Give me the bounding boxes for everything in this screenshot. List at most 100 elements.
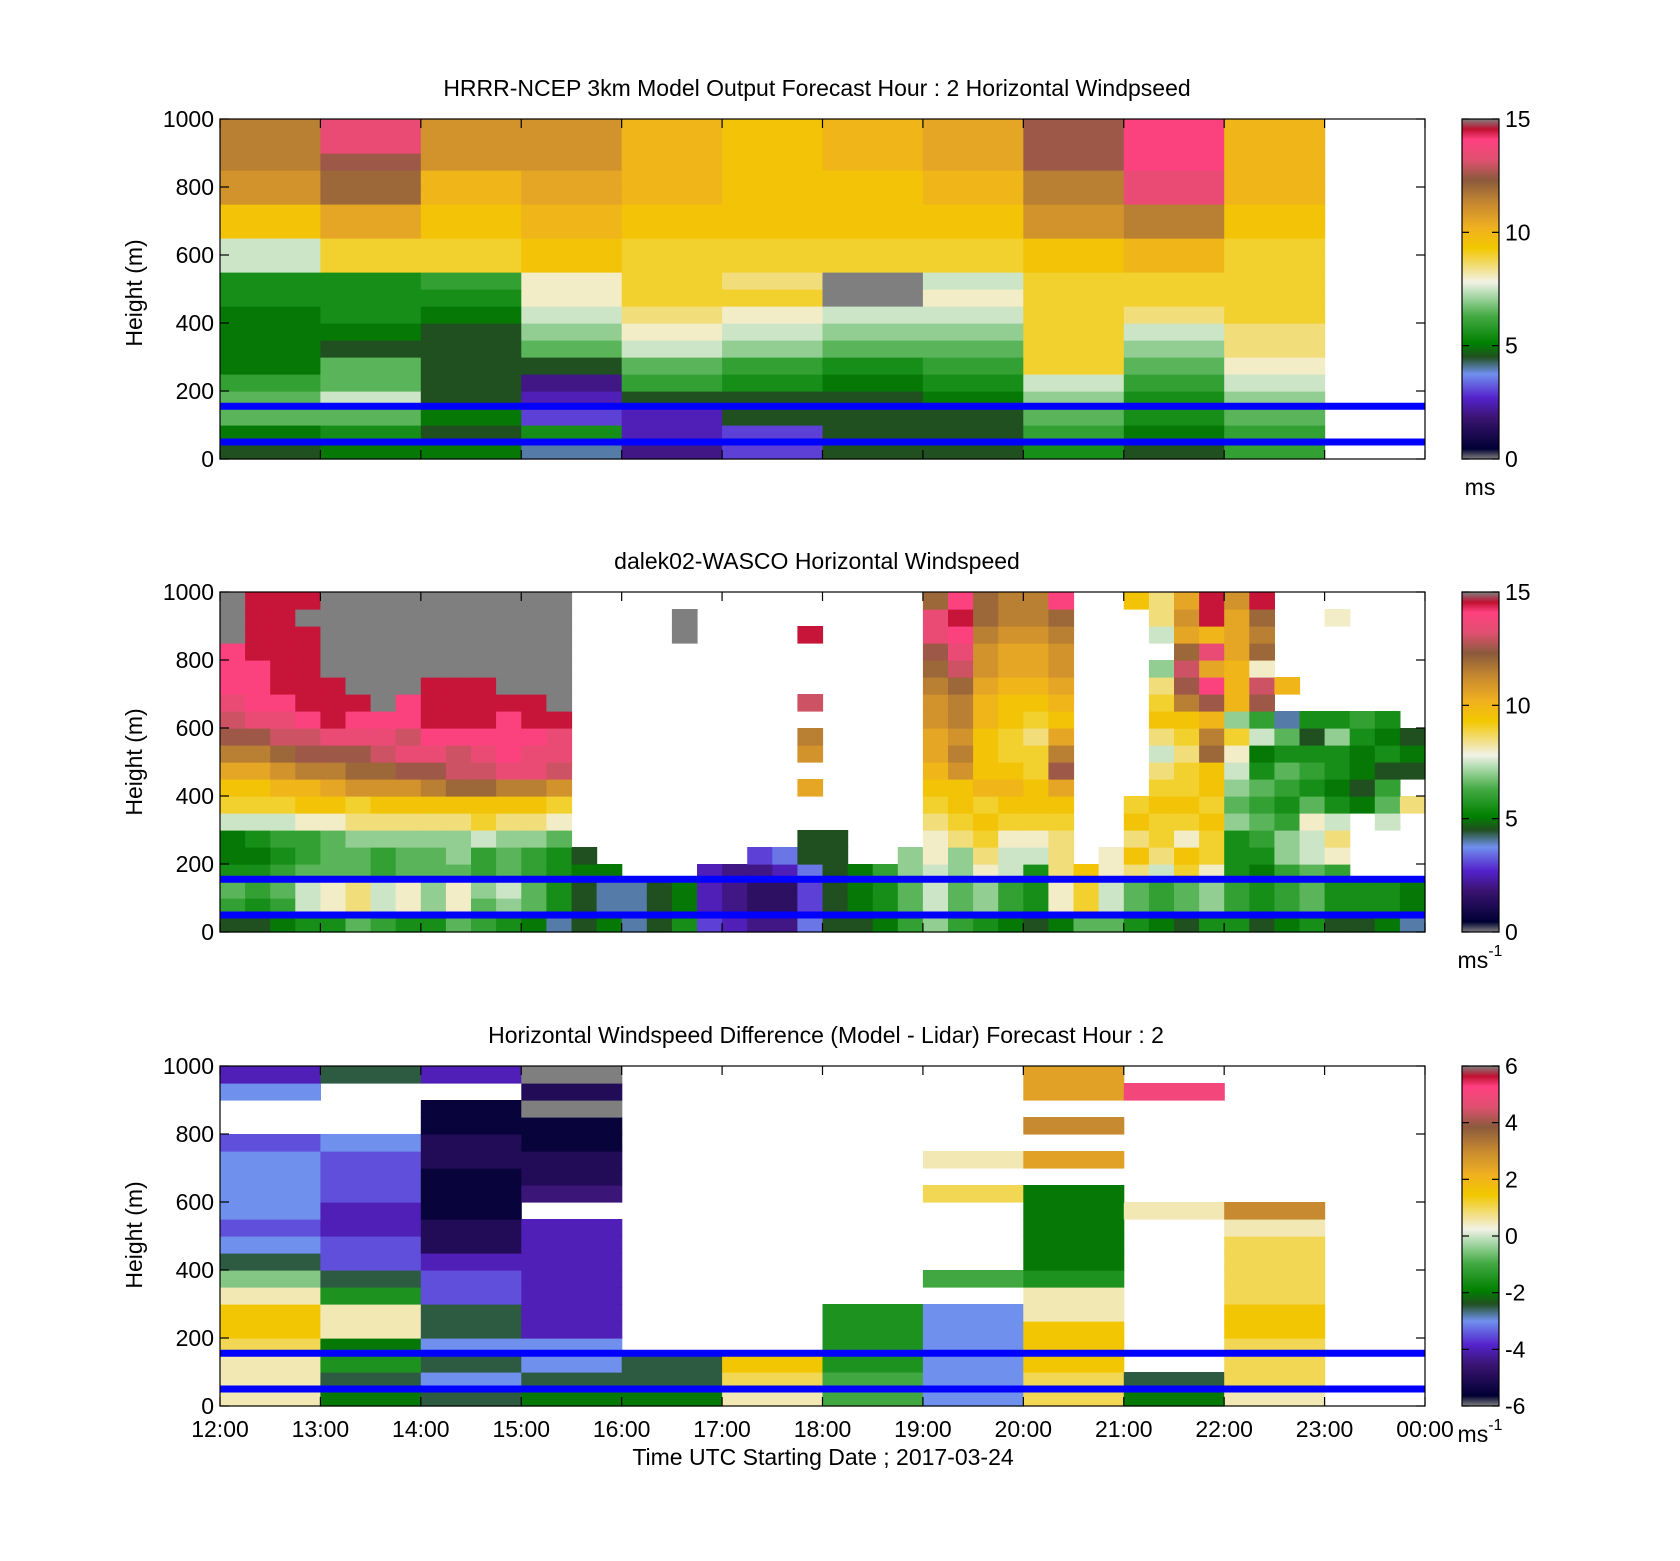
heatmap-cell [320, 408, 422, 426]
heatmap-cell [420, 1304, 522, 1322]
heatmap-cell [1224, 289, 1326, 307]
heatmap-cell [220, 660, 246, 678]
heatmap-cell [1148, 847, 1175, 865]
heatmap-cell [822, 408, 924, 426]
heatmap-cell [521, 1151, 623, 1169]
panel-model-x-ticks [219, 119, 1426, 459]
heatmap-cell [521, 1253, 623, 1271]
heatmap-cell [1174, 762, 1200, 780]
heatmap-cell [1224, 255, 1326, 273]
heatmap-cell [1123, 847, 1150, 865]
heatmap-cell [822, 915, 849, 933]
heatmap-cell [320, 898, 347, 916]
heatmap-cell [420, 1236, 522, 1254]
heatmap-cell [420, 221, 522, 239]
heatmap-cell [295, 694, 321, 712]
heatmap-cell [1073, 881, 1100, 899]
panel-difference-y-ticks: 0 200 400 600 800 1000 [163, 1053, 1425, 1419]
heatmap-cell [345, 609, 372, 627]
heatmap-cell [722, 323, 824, 341]
heatmap-cell [1098, 881, 1125, 899]
heatmap-cell [922, 204, 1024, 222]
heatmap-cell [1349, 728, 1376, 746]
heatmap-cell [295, 626, 321, 644]
heatmap-cell [1123, 255, 1225, 273]
heatmap-cell [822, 340, 924, 358]
heatmap-cell [270, 915, 296, 933]
heatmap-cell [420, 255, 522, 273]
heatmap-cell [922, 881, 949, 899]
heatmap-cell [1324, 881, 1351, 899]
heatmap-cell [722, 119, 824, 137]
heatmap-cell [1274, 762, 1301, 780]
panel-lidar: dalek02-WASCO Horizontal Windspeed Heigh… [121, 548, 1531, 973]
heatmap-cell [973, 830, 999, 848]
heatmap-cell [521, 694, 547, 712]
heatmap-cell [998, 745, 1024, 763]
heatmap-cell [1324, 779, 1351, 797]
heatmap-cell [722, 408, 824, 426]
heatmap-cell [220, 762, 246, 780]
heatmap-cell [546, 677, 573, 695]
heatmap-cell [546, 762, 573, 780]
heatmap-cell [948, 660, 974, 678]
heatmap-cell [420, 425, 522, 443]
heatmap-cell [922, 425, 1024, 443]
heatmap-cell [822, 153, 924, 171]
heatmap-cell [922, 323, 1024, 341]
x-tick-label: 23:00 [1296, 1416, 1354, 1442]
heatmap-cell [922, 1372, 1024, 1390]
heatmap-cell [420, 1321, 522, 1339]
heatmap-cell [546, 728, 573, 746]
heatmap-cell [1199, 779, 1225, 797]
heatmap-cell [270, 592, 296, 610]
heatmap-cell [998, 796, 1024, 814]
heatmap-cell [521, 1270, 623, 1288]
heatmap-cell [1023, 170, 1125, 188]
heatmap-cell [973, 847, 999, 865]
heatmap-cell [1123, 340, 1225, 358]
heatmap-cell [471, 677, 497, 695]
panel-model-y-ticks: 0 200 400 600 800 1000 [163, 106, 1425, 472]
heatmap-cell [1073, 915, 1100, 933]
heatmap-cell [1249, 762, 1275, 780]
y-tick-label: 800 [176, 1121, 214, 1147]
panel-difference-ylabel: Height (m) [121, 1181, 147, 1288]
heatmap-cell [496, 881, 522, 899]
heatmap-cell [922, 289, 1024, 307]
heatmap-cell [922, 847, 949, 865]
heatmap-cell [1199, 847, 1225, 865]
heatmap-cell [420, 779, 447, 797]
heatmap-cell [320, 1253, 422, 1271]
heatmap-cell [1023, 1236, 1125, 1254]
heatmap-cell [471, 762, 497, 780]
heatmap-cell [1249, 881, 1275, 899]
heatmap-cell [345, 592, 372, 610]
heatmap-cell [445, 762, 472, 780]
heatmap-cell [220, 119, 321, 137]
heatmap-cell [621, 881, 648, 899]
heatmap-cell [245, 745, 271, 763]
heatmap-cell [220, 1236, 321, 1254]
heatmap-cell [722, 357, 824, 375]
heatmap-cell [998, 660, 1024, 678]
heatmap-cell [1123, 425, 1225, 443]
heatmap-cell [948, 847, 974, 865]
y-tick-label: 200 [176, 851, 214, 877]
heatmap-cell [395, 592, 422, 610]
heatmap-cell [973, 711, 999, 729]
heatmap-cell [521, 221, 623, 239]
heatmap-cell [1023, 796, 1049, 814]
heatmap-cell [1249, 694, 1275, 712]
heatmap-cell [1224, 1389, 1326, 1407]
heatmap-cell [1023, 255, 1125, 273]
heatmap-cell [395, 745, 422, 763]
heatmap-cell [948, 898, 974, 916]
heatmap-cell [1274, 796, 1301, 814]
heatmap-cell [1123, 408, 1225, 426]
heatmap-cell [220, 1168, 321, 1186]
heatmap-cell [1123, 238, 1225, 256]
heatmap-cell [1123, 170, 1225, 188]
heatmap-cell [1048, 626, 1075, 644]
heatmap-cell [1274, 728, 1301, 746]
